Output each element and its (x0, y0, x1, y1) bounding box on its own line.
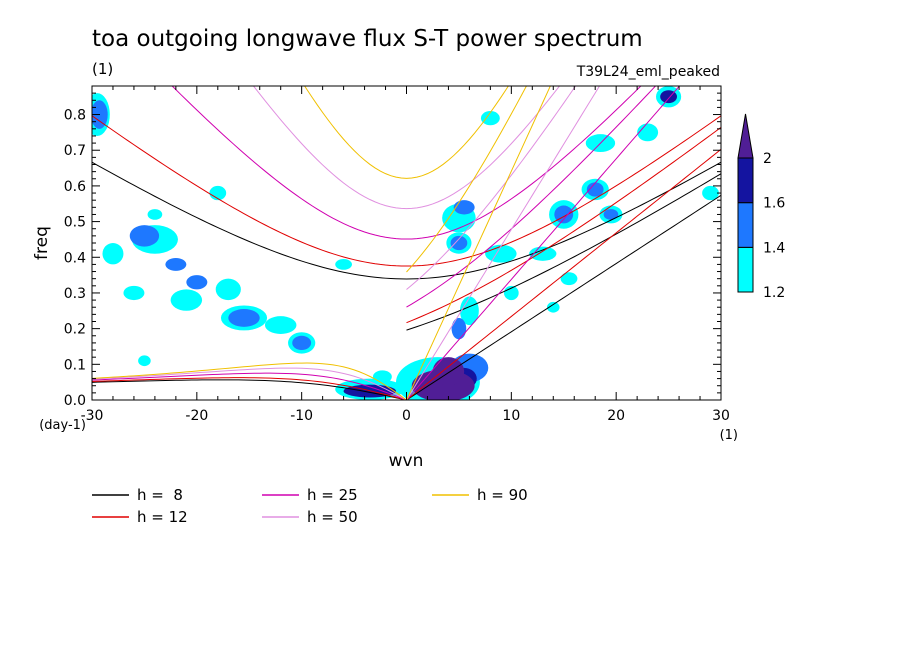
y-tick-label-7: 0.7 (64, 143, 86, 159)
legend-label-h12: h = 12 (137, 508, 188, 526)
mrg-curve-h50 (406, 86, 577, 290)
colorbar-label-3: 2 (763, 151, 772, 167)
legend-label-h50: h = 50 (307, 508, 358, 526)
mrg-curve-h12 (406, 126, 721, 324)
power-contour-blob-34 (165, 257, 187, 271)
colorbar-segment-2 (737, 157, 754, 204)
kelvin-curve-h8 (406, 194, 721, 400)
power-contour-blob-36 (186, 275, 208, 290)
power-contour-blob-40 (450, 235, 468, 251)
chart-title: toa outgoing longwave flux S-T power spe… (92, 26, 643, 52)
power-contour-blob-28 (546, 301, 560, 313)
power-contour-blob-26 (560, 272, 578, 286)
axes: -30 -20 -10 0 10 20 30 0.0 0.1 0.2 0.3 0.4 0.5 0.6 0.7… (64, 86, 730, 424)
rossby-curve-h50 (92, 367, 407, 400)
power-contour-blob-33 (228, 309, 260, 327)
gravity-curve-h50 (252, 86, 561, 210)
power-contour-blob-38 (292, 335, 312, 351)
x-unit-label: (1) (720, 428, 738, 443)
power-contour-blob-23 (459, 296, 479, 326)
x-tick-label-5: 20 (607, 408, 625, 424)
colorbar-label-1: 1.4 (763, 240, 785, 256)
y-unit-label: (day-1) (39, 418, 86, 433)
legend-label-h90: h = 90 (477, 486, 528, 504)
power-contour-blob-41 (554, 205, 574, 224)
x-tick-label-0: -30 (81, 408, 104, 424)
mrg-curve-h8 (406, 173, 721, 331)
kelvin-curve-h50 (406, 86, 601, 400)
power-contour-blob-35 (129, 225, 160, 247)
power-contours (92, 86, 719, 400)
power-contour-blob-9 (123, 285, 145, 301)
y-tick-label-3: 0.3 (64, 286, 86, 302)
legend-label-h8: h = 8 (137, 486, 183, 504)
y-tick-label-6: 0.6 (64, 179, 86, 195)
legend-label-h25: h = 25 (307, 486, 358, 504)
y-tick-label-8: 0.8 (64, 108, 86, 124)
x-tick-label-4: 10 (502, 408, 520, 424)
y-tick-label-2: 0.2 (64, 322, 86, 338)
power-contour-blob-25 (702, 185, 719, 201)
gravity-curve-h8 (92, 161, 721, 280)
power-contour-blob-2 (372, 370, 392, 384)
gravity-curve-h90 (304, 86, 509, 179)
power-contour-blob-5 (215, 278, 241, 301)
kelvin-curve-h12 (406, 148, 721, 400)
x-tick-label-2: -10 (290, 408, 313, 424)
rossby-curve-h90 (92, 362, 407, 400)
mrg-curve-h90 (406, 86, 528, 273)
power-contour-blob-21 (637, 123, 659, 142)
y-tick-label-5: 0.5 (64, 215, 86, 231)
rossby-curve-h12 (92, 377, 407, 400)
mrg-curve-h25 (406, 86, 657, 308)
power-contour-blob-43 (603, 209, 619, 220)
x-tick-label-3: 0 (402, 408, 411, 424)
kelvin-curve-h90 (406, 86, 551, 400)
rossby-curve-h8 (92, 379, 407, 400)
y-axis-label: freq (32, 226, 52, 260)
gravity-curve-h25 (171, 86, 642, 240)
y-tick-label-4: 0.4 (64, 250, 86, 266)
plot-frame (91, 85, 722, 401)
power-contour-blob-7 (170, 289, 203, 311)
power-contour-blob-4 (264, 316, 297, 334)
power-contour-blob-8 (102, 243, 124, 265)
power-contour-blob-16 (529, 246, 557, 261)
colorbar-label-2: 1.6 (763, 196, 785, 212)
x-axis-label: wvn (389, 451, 424, 471)
case-label: T39L24_eml_peaked (576, 64, 720, 80)
kelvin-curve-h25 (406, 86, 681, 400)
x-tick-label-6: 30 (712, 408, 730, 424)
power-contour-blob-39 (453, 200, 475, 215)
y-tick-label-1: 0.1 (64, 357, 86, 373)
power-contour-blob-49 (432, 357, 465, 386)
legend: h = 8 h = 12 h = 25 h = 50 h = 90 (92, 486, 528, 526)
power-contour-blob-27 (147, 209, 163, 220)
colorbar-arrow (737, 113, 754, 159)
colorbar-segment-0 (737, 246, 754, 293)
colorbar-label-0: 1.2 (763, 285, 785, 301)
dispersion-curves (92, 86, 721, 400)
chart-subtitle: (1) (92, 60, 113, 78)
power-contour-blob-30 (138, 355, 151, 367)
y-tick-label-0: 0.0 (64, 393, 86, 409)
power-contour-blob-29 (480, 110, 500, 126)
power-contour-blob-31 (335, 259, 352, 270)
power-contour-blob-44 (451, 317, 467, 340)
rossby-curve-h25 (92, 372, 407, 400)
colorbar: 1.2 1.4 1.6 2 (737, 113, 785, 301)
colorbar-segment-1 (737, 202, 754, 248)
x-tick-label-1: -20 (185, 408, 208, 424)
gravity-curve-h12 (92, 115, 721, 267)
power-contour-blob-42 (586, 182, 604, 197)
